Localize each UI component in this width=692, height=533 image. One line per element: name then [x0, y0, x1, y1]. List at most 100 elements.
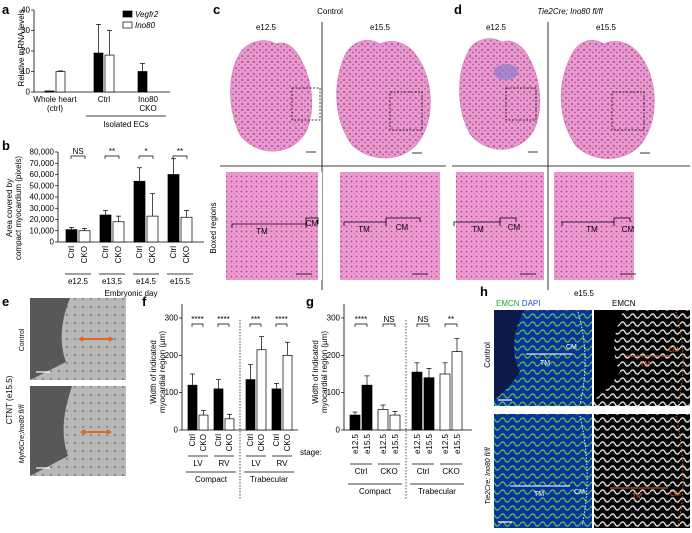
xlabel-g-e15: e15.5: [363, 433, 372, 454]
cm-label-h4: CM: [670, 491, 681, 498]
group-label-trabecular: Trabecular: [250, 475, 288, 484]
panel-c-stage-2: e15.5: [370, 23, 391, 32]
panel-h: e15.5 EMCN DAPI EMCN Control Tie2Cre; In…: [483, 289, 690, 528]
cm-label-d1: CM: [508, 223, 521, 232]
y-tick-label: 200: [165, 351, 179, 360]
heart-section-d-e15: [560, 40, 655, 159]
tm-label-d2: TM: [586, 225, 598, 234]
bar-g-e15-3: [451, 351, 463, 431]
cm-label-c1: CM: [306, 219, 319, 228]
xlabel-g-e15: e15.5: [425, 433, 434, 454]
panel-label-c: c: [213, 2, 220, 17]
sig-g-2-label: NS: [417, 315, 428, 324]
y-tick-label: 60,000: [30, 170, 55, 179]
group-label-g-trabecular: Trabecular: [418, 487, 456, 496]
bar-cko-e15.5: [180, 216, 193, 243]
panel-d-title: Tie2Cre; Ino80 fl/fl: [537, 7, 603, 16]
cm-label-c2: CM: [396, 223, 409, 232]
panel-h-title: e15.5: [574, 289, 595, 298]
sig-g-3-label: **: [448, 315, 454, 324]
y-tick-label: 300: [165, 314, 179, 323]
y-tick-label: 70,000: [30, 159, 55, 168]
boxed-region-c-e12: [226, 172, 318, 280]
group-label-g-compact: Compact: [359, 487, 392, 496]
bar-g-e12-2: [411, 371, 423, 431]
y-tick-label: 300: [327, 314, 341, 323]
day-label-e15.5: e15.5: [170, 277, 191, 286]
panel-c: Control e12.5 e15.5 Boxed regions TM CM …: [209, 7, 446, 290]
y-tick-label: 40,000: [30, 193, 55, 202]
sig-bracket-e15.5-label: **: [177, 147, 183, 156]
panel-label-a: a: [2, 2, 10, 17]
sig-f-1: [217, 323, 230, 327]
legend-ino80: Ino80: [135, 21, 156, 30]
panel-g: Width of indicatedmyocardial region (µm)…: [300, 304, 472, 500]
tm-label-h2: TM: [640, 361, 650, 368]
panel-e-side-label: CTNT (e15.5): [5, 375, 14, 424]
tm-label-c2: TM: [358, 225, 370, 234]
tm-label-c1: TM: [256, 227, 268, 236]
panel-b-ylabel: Area covered bycompact myocardium (pixel…: [5, 156, 23, 260]
panel-label-e: e: [2, 294, 9, 309]
bar-vegfr2-1: [93, 52, 104, 93]
panel-h-row-top: Control: [483, 342, 492, 368]
xlabel-ctrl-e15.5: Ctrl: [169, 246, 178, 259]
bar-f-cko-3: [282, 354, 293, 431]
panel-g-stage-label: stage:: [300, 448, 322, 457]
panel-e-top-label: Control: [19, 328, 26, 351]
panel-e-bottom-label: Myh6Cre;Ino80 fl/fl: [19, 404, 26, 463]
day-label-e13.5: e13.5: [102, 277, 123, 286]
xlabel-ctrl-e14.5: Ctrl: [135, 246, 144, 259]
y-tick-label: 0: [26, 88, 31, 97]
bar-f-ctrl-3: [271, 388, 282, 431]
xlabel-cko-e15.5: CKO: [182, 246, 191, 263]
cm-label-h2: CM: [668, 347, 679, 354]
tm-label-h1: TM: [540, 360, 550, 367]
region-label-2: LV: [251, 459, 261, 468]
group-label-compact: Compact: [195, 475, 228, 484]
y-tick-label: 0: [174, 426, 179, 435]
panel-a-ylabel: Relative mRNA levels: [17, 10, 26, 87]
xlabel-g-e15: e15.5: [453, 433, 462, 454]
panel-a-group-label: Isolated ECs: [103, 120, 148, 129]
bar-cko-e13.5: [112, 221, 125, 243]
panel-b-xlabel: Embryonic day: [105, 289, 158, 298]
bar-g-e12-0: [349, 414, 361, 431]
panel-f: Width of indicatedmyocardial region (µm)…: [149, 304, 298, 500]
panel-label-b: b: [2, 138, 10, 153]
bar-cko-e12.5: [78, 230, 91, 243]
sig-g-3: [444, 323, 458, 327]
bar-ino80-1: [104, 54, 115, 93]
panel-d: Tie2Cre; Ino80 fl/fl e12.5 e15.5 TM CM T…: [452, 7, 690, 290]
cm-label-h1: CM: [566, 344, 577, 351]
sig-f-2-label: ***: [251, 315, 260, 324]
sig-g-1: [382, 323, 396, 327]
panel-e: CTNT (e15.5) Control Myh6Cre;Ino80 fl/fl: [5, 298, 126, 476]
y-tick-label: 100: [327, 388, 341, 397]
tm-label-h4: TM: [632, 493, 642, 500]
bar-f-ctrl-2: [245, 379, 256, 431]
y-tick-label: 100: [165, 388, 179, 397]
y-tick-label: 0: [50, 238, 55, 247]
emcn-dapi-cko: [494, 414, 592, 528]
panel-a-xlabel-whole: Whole heart (ctrl): [33, 95, 77, 113]
xlabel-g-e12: e12.5: [379, 433, 388, 454]
boxed-regions-label: Boxed regions: [209, 202, 218, 253]
panel-h-row-bottom: Tie2Cre; Ino80 fl/fl: [485, 447, 492, 505]
bar-vegfr2-2: [137, 71, 148, 93]
panel-d-stage-1: e12.5: [486, 23, 507, 32]
xlabel-g-e15: e15.5: [391, 433, 400, 454]
panel-f-ylabel: Width of indicatedmyocardial region (µm): [149, 331, 167, 413]
y-tick-label: 20: [21, 47, 30, 56]
heart-section-d-e12: [459, 38, 541, 150]
y-tick-label: 20,000: [30, 215, 55, 224]
panel-h-stain-left: EMCN DAPI: [496, 299, 540, 308]
xlabel-f-cko: CKO: [199, 434, 208, 451]
panel-h-stain-right: EMCN: [612, 299, 636, 308]
sig-f-0-label: ****: [191, 315, 203, 324]
boxed-region-d-e15: [554, 172, 634, 280]
panel-a: Relative mRNA levels 0 10 20 30 40 Vegfr2 In…: [17, 6, 170, 129]
day-label-e14.5: e14.5: [136, 277, 157, 286]
geno-label-1: CKO: [380, 467, 397, 476]
region-label-0: LV: [193, 459, 203, 468]
